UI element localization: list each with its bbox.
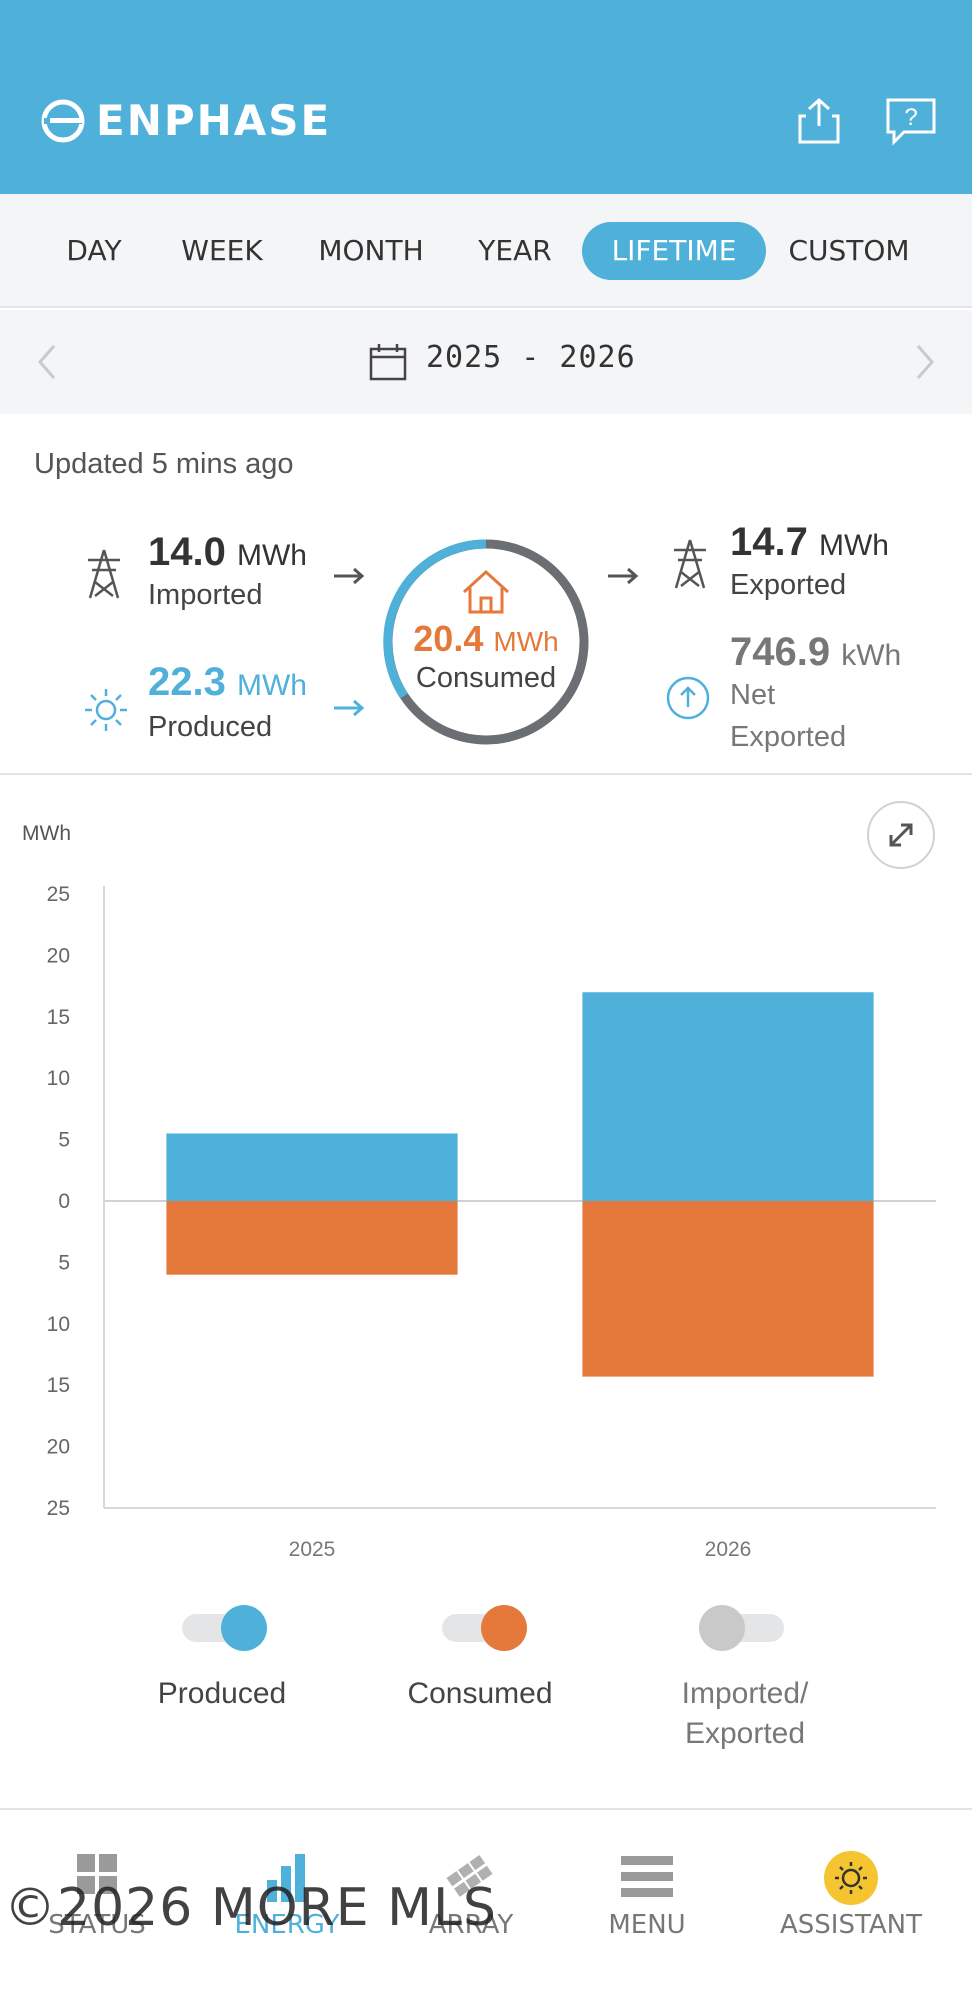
bar-produced-2026 [582, 992, 874, 1201]
legend-produced-label: Produced [157, 1677, 287, 1710]
tab-month[interactable]: MONTH [318, 234, 424, 267]
tab-lifetime[interactable]: LIFETIME [582, 222, 766, 280]
arrow-right-icon [608, 567, 639, 585]
consumed-label: Consumed [415, 662, 557, 694]
y-tick-label: 25 [47, 883, 70, 906]
produced-label: Produced [148, 711, 273, 743]
house-icon [462, 569, 510, 614]
nav-assistant-label: ASSISTANT [780, 1910, 922, 1940]
help-glyph: ? [904, 104, 917, 131]
legend-consumed-label: Consumed [407, 1677, 553, 1710]
produced-toggle[interactable] [180, 1604, 268, 1652]
tab-day[interactable]: DAY [66, 234, 122, 267]
y-tick-label: 0 [58, 1190, 70, 1213]
x-tick-label: 2025 [289, 1538, 336, 1560]
arrow-right-icon [334, 567, 365, 585]
sun-icon [85, 689, 127, 731]
tab-custom[interactable]: CUSTOM [788, 234, 910, 267]
enphase-logo-icon [41, 99, 85, 142]
status-grid-icon [77, 1854, 117, 1894]
net-exported-value: 746.9 kWh [730, 630, 902, 674]
help-icon[interactable]: ? [884, 94, 938, 148]
updated-timestamp: Updated 5 mins ago [34, 448, 294, 480]
date-navigator: 2025 - 2026 [0, 310, 972, 414]
brand-name: ENPHASE [96, 96, 332, 145]
nav-energy[interactable]: ENERGY [202, 1838, 372, 1968]
bar-consumed-2025 [166, 1201, 458, 1275]
y-tick-label: 10 [47, 1313, 70, 1336]
energy-bars-icon [267, 1854, 305, 1902]
y-tick-label: 15 [47, 1006, 70, 1029]
y-tick-label: 20 [47, 1436, 70, 1459]
y-tick-label: 5 [58, 1251, 70, 1274]
bottom-nav-divider [0, 1808, 972, 1810]
imported-exported-toggle[interactable] [698, 1604, 786, 1652]
nav-menu-label: MENU [608, 1910, 686, 1940]
bar-consumed-2026 [582, 1201, 874, 1377]
nav-array-label: ARRAY [428, 1910, 514, 1940]
watermark: ©2026 MORE MLS [4, 1878, 498, 1938]
imported-value: 14.0 MWh [148, 530, 307, 574]
menu-icon [621, 1856, 673, 1897]
date-range[interactable]: 2025 - 2026 [426, 340, 636, 375]
consumption-ring [383, 539, 589, 745]
y-tick-label: 15 [47, 1374, 70, 1397]
consumed-toggle[interactable] [440, 1604, 528, 1652]
net-exported-label: Net Exported [730, 679, 847, 753]
tab-week[interactable]: WEEK [181, 234, 263, 267]
calendar-icon[interactable] [368, 342, 408, 382]
y-tick-label: 5 [58, 1129, 70, 1152]
y-tick-label: 25 [47, 1497, 70, 1520]
arrow-right-icon [334, 699, 365, 717]
share-icon[interactable] [792, 94, 846, 148]
produced-value: 22.3 MWh [148, 660, 307, 704]
y-tick-label: 10 [47, 1067, 70, 1090]
bar-produced-2025 [166, 1133, 458, 1201]
net-export-icon [666, 676, 710, 720]
consumed-value: 20.4 MWh [413, 618, 559, 659]
app-header: ENPHASE ? [0, 0, 972, 194]
period-tabs: DAY WEEK MONTH YEAR LIFETIME CUSTOM [0, 194, 972, 308]
y-axis-unit: MWh [22, 822, 71, 845]
y-tick-label: 20 [47, 944, 70, 967]
nav-status[interactable]: STATUS [12, 1838, 182, 1968]
legend-imported-exported-label: Imported/Exported [681, 1677, 809, 1750]
enphase-logo: ENPHASE [40, 96, 331, 145]
nav-array[interactable]: ARRAY [386, 1838, 556, 1968]
imported-label: Imported [148, 579, 263, 611]
chevron-right-icon[interactable] [910, 340, 940, 384]
exported-label: Exported [730, 569, 847, 601]
assistant-sun-icon [824, 1851, 878, 1905]
grid-tower-icon [674, 539, 706, 589]
chevron-left-icon[interactable] [32, 340, 62, 384]
nav-menu[interactable]: MENU [562, 1838, 732, 1968]
section-divider [0, 773, 972, 775]
tab-year[interactable]: YEAR [478, 234, 552, 267]
exported-value: 14.7 MWh [730, 520, 889, 564]
array-panels-icon [446, 1855, 493, 1897]
nav-energy-label: ENERGY [234, 1910, 340, 1940]
nav-assistant[interactable]: ASSISTANT [766, 1838, 936, 1968]
grid-tower-icon [88, 549, 120, 599]
x-tick-label: 2026 [705, 1538, 752, 1560]
nav-status-label: STATUS [48, 1910, 146, 1940]
expand-icon[interactable] [866, 800, 936, 870]
